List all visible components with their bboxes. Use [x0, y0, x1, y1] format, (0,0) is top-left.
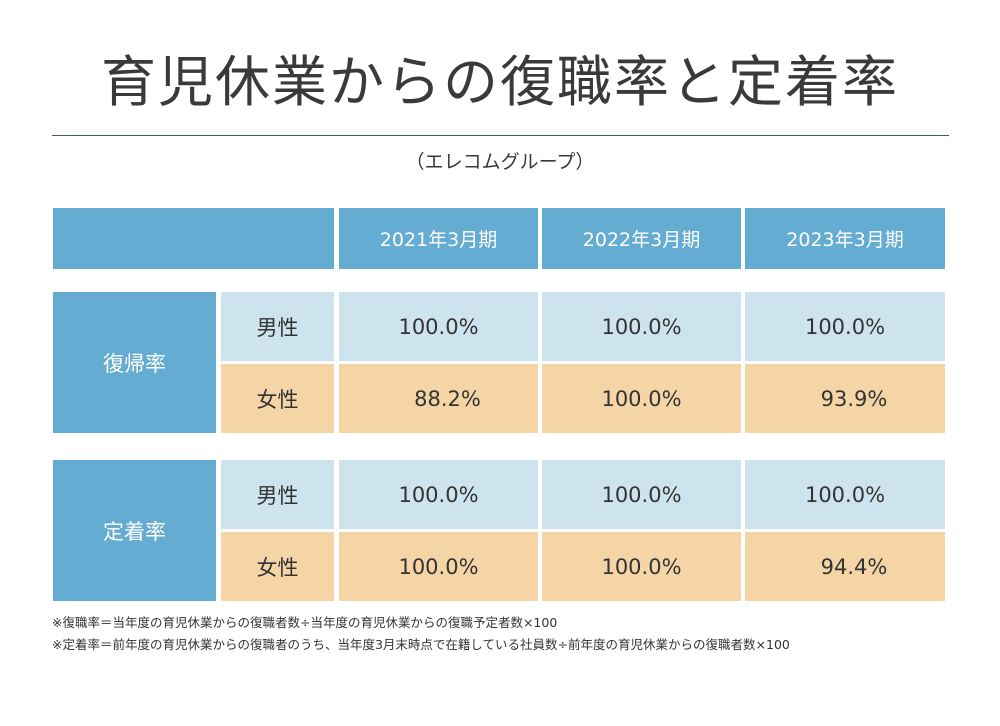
column-header-2022: 2022年3月期	[542, 208, 741, 269]
footnote-return-rate: ※復職率＝当年度の育児休業からの復職者数÷当年度の育児休業からの復職予定者数×1…	[52, 615, 558, 630]
table-cell: 100.0%	[542, 532, 741, 601]
table-cell: 100.0%	[339, 292, 538, 361]
table-cell: 100.0%	[339, 460, 538, 529]
row-label-female: 女性	[221, 532, 334, 601]
table-cell: 88.2%	[339, 364, 538, 433]
column-header-2021: 2021年3月期	[339, 208, 538, 269]
footnote-retention-rate: ※定着率＝前年度の育児休業からの復職者のうち、当年度3月末時点で在籍している社員…	[52, 637, 790, 652]
table-cell: 100.0%	[745, 460, 945, 529]
page-subtitle: （エレコムグループ）	[405, 151, 595, 173]
table-cell: 100.0%	[339, 532, 538, 601]
table-cell: 94.4%	[745, 532, 945, 601]
header-corner-cell	[53, 208, 334, 269]
table-cell: 100.0%	[542, 460, 741, 529]
table-cell: 100.0%	[542, 364, 741, 433]
page-title: 育児休業からの復職率と定着率	[100, 50, 899, 114]
title-divider	[52, 135, 949, 136]
table-cell: 93.9%	[745, 364, 945, 433]
row-label-female: 女性	[221, 364, 334, 433]
column-header-2023: 2023年3月期	[745, 208, 945, 269]
row-label-male: 男性	[221, 460, 334, 529]
section-label-retention-rate: 定着率	[53, 460, 216, 601]
table-cell: 100.0%	[745, 292, 945, 361]
section-label-return-rate: 復帰率	[53, 292, 216, 433]
row-label-male: 男性	[221, 292, 334, 361]
table-cell: 100.0%	[542, 292, 741, 361]
